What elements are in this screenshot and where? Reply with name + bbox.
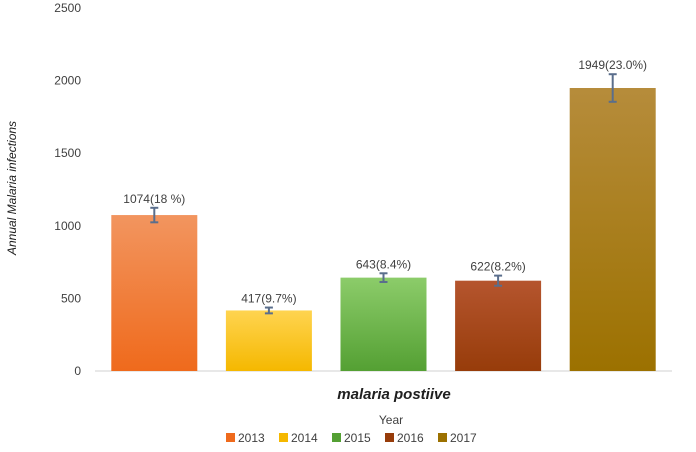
legend: 2013 2014 2015 2016 2017 bbox=[226, 431, 477, 445]
data-label-2013: 1074(18 %) bbox=[123, 192, 185, 206]
y-tick-label: 2000 bbox=[54, 74, 81, 88]
bar-2016 bbox=[455, 280, 542, 371]
error-bar-2013 bbox=[150, 206, 159, 224]
y-tick-label: 1500 bbox=[54, 146, 81, 160]
data-label-2016: 622(8.2%) bbox=[470, 260, 525, 274]
legend-swatch bbox=[279, 433, 288, 442]
legend-item-2014: 2014 bbox=[279, 431, 318, 445]
error-bar-2015 bbox=[379, 272, 388, 283]
error-bars-group bbox=[150, 73, 617, 315]
y-tick-label: 1000 bbox=[54, 219, 81, 233]
legend-swatch bbox=[226, 433, 235, 442]
legend-item-2016: 2016 bbox=[385, 431, 424, 445]
y-tick-label: 500 bbox=[61, 291, 81, 305]
error-bar-2017 bbox=[608, 73, 617, 103]
category-label: malaria postiive bbox=[337, 386, 450, 403]
bar-2014 bbox=[225, 310, 312, 371]
data-labels-group: 1074(18 %) 417(9.7%) 643(8.4%) 622(8.2%) 194… bbox=[123, 58, 647, 305]
bar-2015 bbox=[340, 277, 427, 371]
data-label-2014: 417(9.7%) bbox=[241, 292, 296, 306]
legend-title: Year bbox=[379, 413, 403, 427]
legend-swatch bbox=[438, 433, 447, 442]
y-tick-label: 0 bbox=[74, 364, 81, 378]
legend-item-2015: 2015 bbox=[332, 431, 371, 445]
y-tick-label: 2500 bbox=[54, 1, 81, 15]
legend-label: 2013 bbox=[238, 431, 265, 445]
legend-label: 2015 bbox=[344, 431, 371, 445]
error-bar-2014 bbox=[264, 306, 273, 315]
legend-label: 2016 bbox=[397, 431, 424, 445]
legend-swatch bbox=[385, 433, 394, 442]
bar-2017 bbox=[569, 88, 656, 372]
legend-label: 2017 bbox=[450, 431, 477, 445]
error-bar-2016 bbox=[494, 274, 503, 287]
legend-item-2017: 2017 bbox=[438, 431, 477, 445]
legend-label: 2014 bbox=[291, 431, 318, 445]
data-label-2017: 1949(23.0%) bbox=[578, 58, 647, 72]
y-axis-ticks: 0 500 1000 1500 2000 2500 bbox=[54, 1, 81, 378]
bars-group bbox=[111, 88, 656, 372]
y-axis-label: Annual Malaria infections bbox=[5, 121, 19, 256]
bar-2013 bbox=[111, 215, 198, 371]
legend-swatch bbox=[332, 433, 341, 442]
data-label-2015: 643(8.4%) bbox=[356, 257, 411, 271]
legend-item-2013: 2013 bbox=[226, 431, 265, 445]
